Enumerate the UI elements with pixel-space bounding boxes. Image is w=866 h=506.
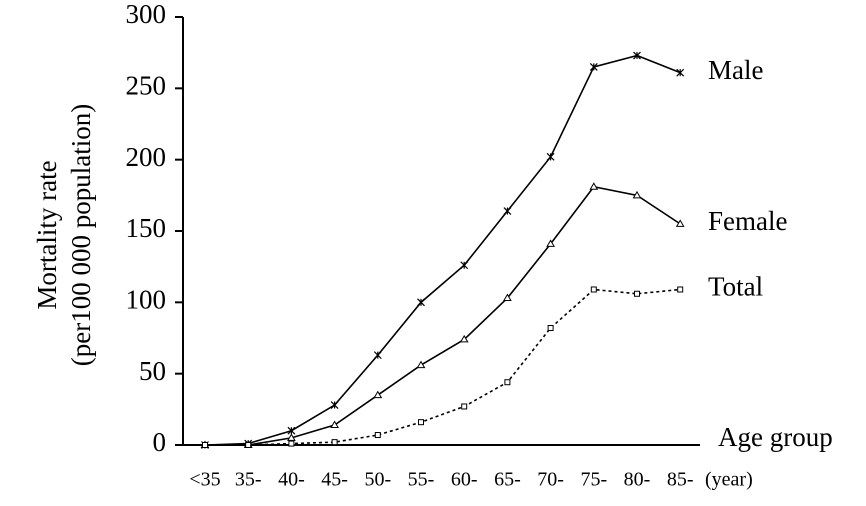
x-tick-label: 55- [408, 469, 435, 491]
marker [330, 401, 339, 409]
x-tick-label: 50- [364, 469, 391, 491]
x-tick-label: 60- [451, 469, 478, 491]
y-axis-label: Mortality rate [32, 160, 62, 309]
series-line [205, 185, 681, 446]
x-tick-label: <35 [189, 469, 220, 491]
series-label: Female [708, 206, 787, 236]
marker [416, 360, 426, 369]
y-tick-label: 200 [126, 142, 167, 172]
marker [287, 433, 296, 441]
marker [331, 439, 338, 446]
marker [418, 419, 424, 426]
marker [460, 261, 469, 270]
marker [417, 298, 425, 307]
x-tick-label: 40- [278, 469, 305, 491]
marker [546, 152, 555, 161]
marker [589, 63, 598, 71]
marker [202, 442, 208, 448]
marker [288, 440, 295, 447]
marker [675, 219, 685, 227]
marker [634, 290, 640, 297]
x-tick-label: 45- [321, 469, 348, 491]
x-axis-label: Age group [718, 422, 833, 452]
x-tick-label: 85- [667, 469, 694, 491]
marker [373, 351, 382, 360]
x-tick-label: 80- [624, 469, 651, 491]
x-axis-unit: (year) [705, 469, 753, 491]
y-tick-label: 150 [126, 213, 167, 243]
x-tick-label: 70- [537, 469, 564, 491]
marker [546, 239, 555, 247]
series-label: Total [708, 272, 763, 302]
x-tick-label: 75- [580, 469, 607, 491]
marker [461, 403, 468, 410]
marker [330, 420, 339, 429]
marker [503, 207, 512, 215]
y-axis-label: (per100 000 population) [66, 104, 96, 366]
marker [633, 51, 641, 60]
series-line [204, 54, 681, 446]
y-tick-label: 250 [126, 71, 167, 101]
series-label: Male [708, 55, 763, 85]
marker [245, 442, 252, 448]
marker [632, 190, 642, 199]
marker [677, 286, 684, 293]
marker [589, 182, 599, 190]
y-tick-label: 300 [126, 0, 167, 29]
marker [676, 68, 685, 77]
series-line [205, 288, 681, 446]
x-tick-label: 35- [235, 469, 262, 491]
marker [503, 293, 512, 302]
marker [459, 334, 469, 343]
marker [373, 390, 383, 399]
marker [374, 432, 381, 439]
x-tick-label: 65- [494, 469, 521, 491]
y-tick-label: 0 [153, 427, 167, 457]
y-tick-label: 100 [126, 285, 167, 315]
marker [504, 379, 511, 386]
marker [547, 325, 554, 332]
y-tick-label: 50 [139, 356, 166, 386]
marker [590, 286, 597, 293]
marker [287, 426, 296, 435]
